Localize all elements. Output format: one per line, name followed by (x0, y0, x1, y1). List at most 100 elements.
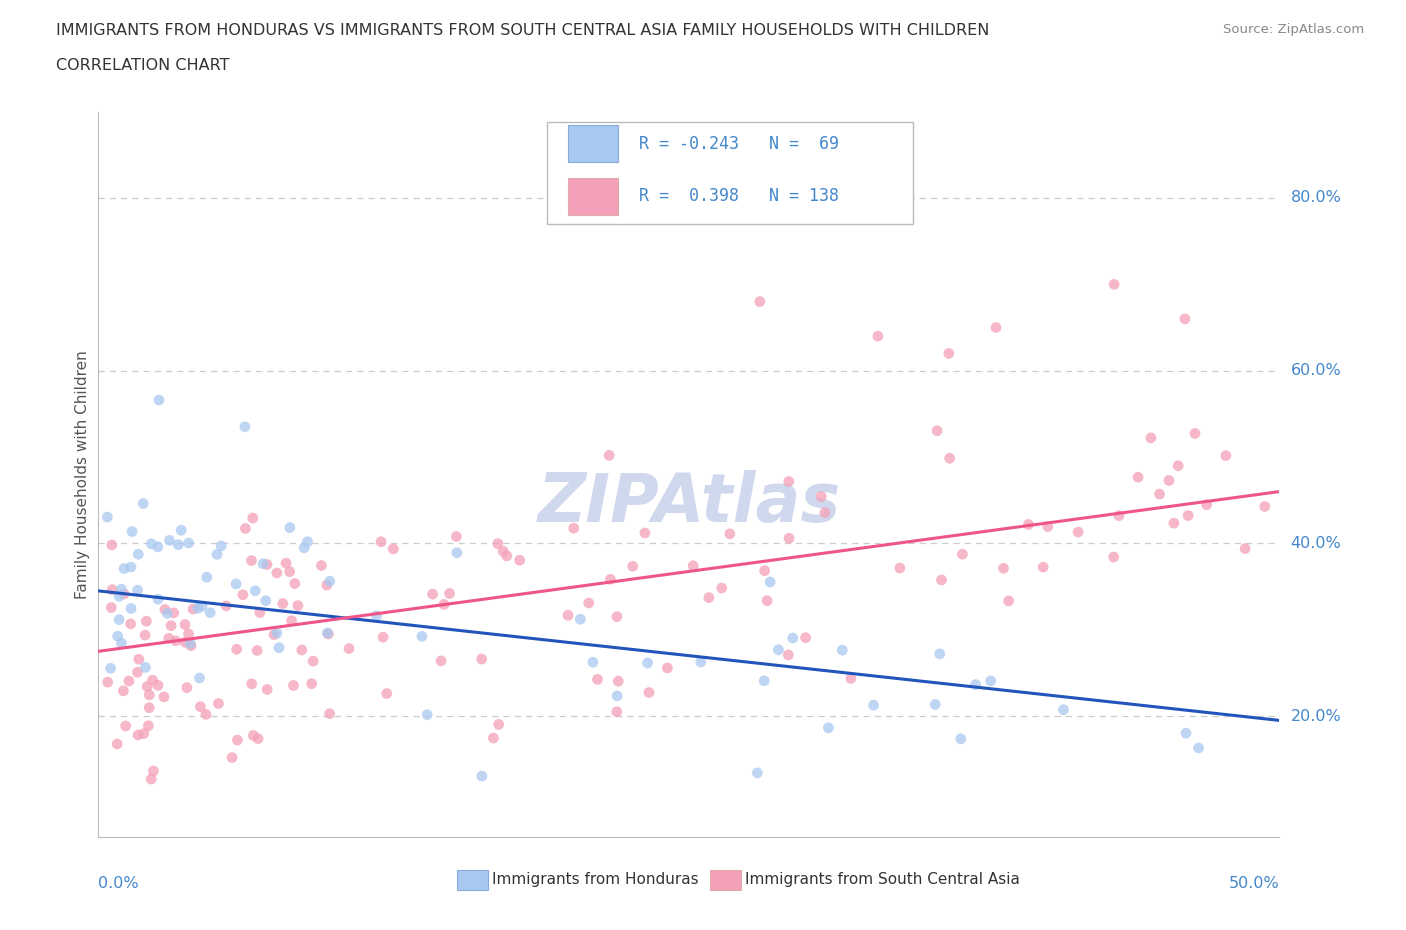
Point (311, 558, 333, 573)
Point (112, 684, 135, 698)
Point (866, 328, 889, 343)
Point (242, 511, 264, 525)
Text: 40.0%: 40.0% (1291, 536, 1341, 551)
Point (586, 671, 609, 686)
Point (146, 678, 169, 693)
Point (1195, 498, 1218, 512)
Point (163, 605, 186, 620)
Point (1157, 473, 1180, 488)
Point (997, 593, 1019, 608)
Point (794, 631, 817, 645)
Text: 20.0%: 20.0% (1291, 709, 1341, 724)
Point (249, 605, 271, 620)
Point (135, 614, 157, 629)
Point (174, 635, 197, 650)
Point (889, 561, 911, 576)
Point (108, 589, 131, 604)
Point (1102, 550, 1125, 565)
Point (246, 643, 269, 658)
Point (319, 574, 342, 589)
Point (814, 505, 837, 520)
Point (778, 647, 800, 662)
Point (107, 629, 129, 644)
Point (280, 613, 302, 628)
Point (471, 652, 494, 667)
Point (697, 591, 720, 605)
Text: R = -0.243   N =  69: R = -0.243 N = 69 (640, 135, 839, 153)
Point (375, 686, 398, 701)
Point (1174, 312, 1197, 326)
Point (128, 652, 150, 667)
Point (240, 676, 263, 691)
Point (1102, 277, 1125, 292)
Text: IMMIGRANTS FROM HONDURAS VS IMMIGRANTS FROM SOUTH CENTRAL ASIA FAMILY HOUSEHOLDS: IMMIGRANTS FROM HONDURAS VS IMMIGRANTS F… (56, 23, 990, 38)
Point (782, 631, 804, 645)
Point (1036, 519, 1059, 534)
Point (928, 646, 950, 661)
Point (862, 698, 884, 712)
Point (190, 699, 212, 714)
Point (748, 294, 770, 309)
Point (817, 721, 839, 736)
Text: Immigrants from South Central Asia: Immigrants from South Central Asia (745, 872, 1021, 887)
Point (100, 661, 122, 676)
Point (120, 560, 142, 575)
Point (1108, 508, 1130, 523)
Point (195, 570, 218, 585)
Point (291, 643, 314, 658)
Point (256, 682, 278, 697)
Point (980, 673, 1002, 688)
Point (246, 731, 269, 746)
Point (446, 545, 468, 560)
Point (146, 539, 169, 554)
Point (1184, 426, 1206, 441)
Point (271, 596, 294, 611)
Point (924, 697, 946, 711)
Point (569, 612, 592, 627)
Point (141, 537, 163, 551)
Point (226, 733, 249, 748)
Point (245, 583, 267, 598)
Point (433, 597, 456, 612)
Point (114, 719, 136, 734)
Point (200, 605, 222, 620)
Point (188, 671, 211, 685)
Point (112, 561, 135, 576)
Point (557, 608, 579, 623)
Point (621, 559, 644, 574)
Point (207, 696, 229, 711)
Point (205, 547, 228, 562)
Point (492, 544, 515, 559)
Point (297, 534, 319, 549)
Point (315, 578, 337, 592)
Point (416, 707, 439, 722)
Point (157, 631, 180, 645)
Point (121, 525, 143, 539)
Point (316, 626, 339, 641)
Point (318, 706, 340, 721)
Point (191, 599, 214, 614)
Point (156, 606, 179, 621)
Point (422, 587, 444, 602)
Point (370, 535, 392, 550)
Point (120, 617, 142, 631)
Point (177, 627, 200, 642)
Point (160, 618, 183, 633)
Text: CORRELATION CHART: CORRELATION CHART (56, 58, 229, 73)
Point (233, 419, 256, 434)
Point (778, 531, 800, 546)
Point (839, 671, 862, 686)
Point (965, 677, 987, 692)
Point (153, 689, 176, 704)
Point (759, 575, 782, 590)
Bar (568, 179, 619, 215)
Point (266, 626, 288, 641)
Point (606, 704, 628, 719)
Point (1032, 560, 1054, 575)
Point (176, 680, 198, 695)
Point (108, 612, 131, 627)
Point (952, 547, 974, 562)
Point (180, 638, 202, 653)
Point (215, 598, 238, 613)
Point (100, 600, 122, 615)
